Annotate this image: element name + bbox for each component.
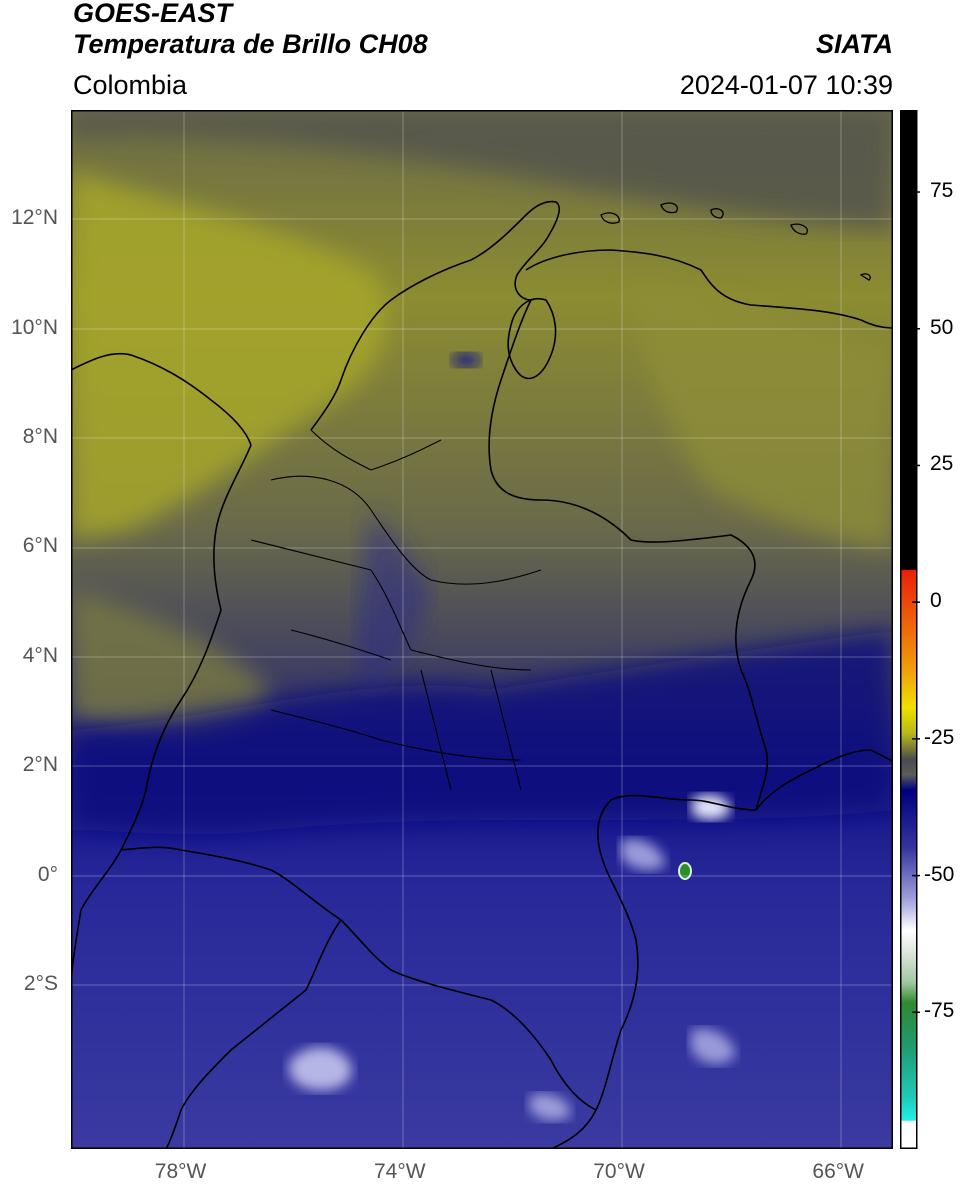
andes-cold-streak — [357, 510, 431, 690]
country-borders — [71, 200, 893, 1149]
satellite-map — [71, 110, 893, 1149]
cold-cloud-patch — [452, 353, 480, 367]
caribbean-islands — [600, 202, 871, 281]
colorbar-fill — [900, 110, 918, 1149]
colombia-coastline-pacific — [120, 444, 252, 851]
colombia-brazil-border — [595, 794, 757, 1111]
olive-region-east — [631, 280, 893, 550]
cold-cloud-patch — [621, 838, 666, 871]
department-borders — [250, 429, 542, 791]
lon-tick-label: 74°W — [374, 1160, 426, 1183]
colorbar-tick-label: -50 — [924, 862, 955, 886]
region-label: Colombia — [73, 70, 188, 100]
colorbar-tick-label: 75 — [930, 179, 954, 203]
peru-brazil-border — [550, 1109, 597, 1149]
colorbar — [900, 110, 920, 1149]
cold-cloud-patch — [289, 1047, 352, 1091]
colombia-ecuador-border — [120, 846, 342, 921]
navy-band — [71, 630, 893, 835]
colorbar-tick-label: 0 — [930, 589, 942, 613]
olive-region-southwest — [71, 590, 271, 734]
lat-tick-label: 10°N — [11, 315, 58, 339]
lat-tick-label: 12°N — [11, 206, 58, 230]
colorbar-tick-label: -25 — [924, 725, 955, 749]
lat-tick-label: 6°N — [22, 534, 58, 558]
lake-maracaibo — [507, 298, 557, 380]
cloud-band-north — [71, 110, 893, 230]
lat-tick-label: 4°N — [22, 643, 58, 667]
olive-region-west — [71, 170, 387, 540]
lat-tick-label: 2°N — [22, 753, 58, 777]
lat-tick-label: 0° — [37, 862, 58, 886]
lat-tick-label: 2°S — [23, 971, 58, 995]
colombia-coastline-north — [310, 200, 561, 431]
map-frame — [71, 110, 893, 1149]
lon-tick-label: 70°W — [593, 1160, 645, 1183]
satellite-title: GOES-EAST — [73, 0, 233, 28]
venezuela-coastline — [525, 249, 893, 329]
brand-label: SIATA — [816, 29, 893, 59]
lon-tick-label: 66°W — [812, 1160, 864, 1183]
lat-tick-label: 8°N — [22, 425, 58, 449]
timestamp-label: 2024-01-07 10:39 — [679, 70, 893, 100]
colorbar-tick-label: 50 — [930, 315, 954, 339]
ecuador-peru-border — [165, 919, 342, 1149]
panama-coastline — [71, 352, 252, 446]
lon-tick-label: 78°W — [154, 1160, 207, 1183]
colombia-venezuela-border — [488, 299, 769, 811]
venezuela-brazil-border — [755, 749, 893, 811]
colombia-peru-border — [340, 919, 597, 1111]
product-title: Temperatura de Brillo CH08 — [73, 29, 428, 59]
colorbar-tick-label: -75 — [924, 999, 955, 1023]
cold-cloud-patch — [691, 1028, 736, 1065]
colorbar-tick-label: 25 — [930, 452, 954, 476]
colorbar-tick-marks — [912, 191, 920, 1014]
cold-cloud-patch — [529, 1093, 571, 1121]
deep-convection-cell — [678, 862, 692, 880]
